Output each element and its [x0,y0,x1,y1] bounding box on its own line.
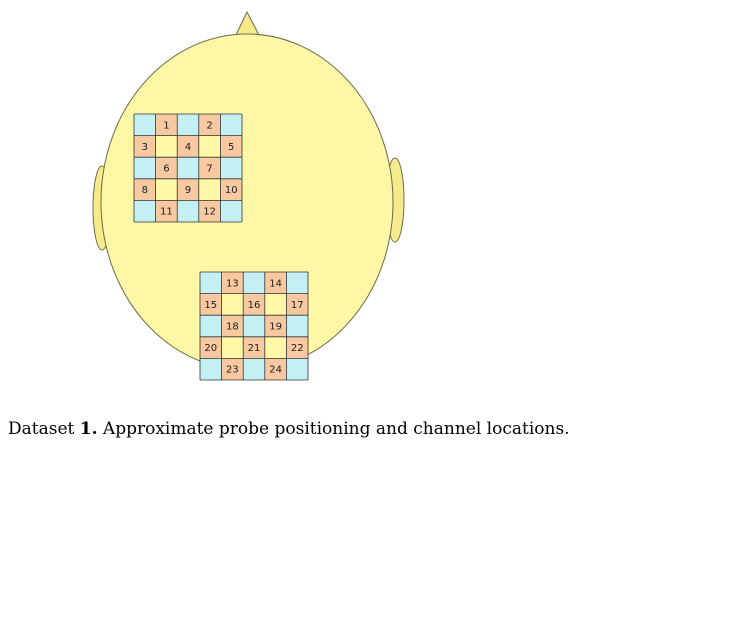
source-cell [200,358,222,380]
channel-label: 2 [206,120,212,131]
source-cell [177,114,199,136]
channel-label: 14 [269,278,282,289]
source-cell [177,157,199,179]
blank-cell [156,179,178,201]
channel-label: 12 [203,207,216,218]
channel-label: 17 [291,300,304,311]
blank-cell [156,136,178,158]
channel-label: 22 [291,343,304,354]
source-cell [243,315,265,337]
channel-label: 24 [269,365,282,376]
blank-cell [199,136,221,158]
channel-label: 20 [204,343,217,354]
channel-label: 9 [185,185,191,196]
source-cell [134,157,156,179]
blank-cell [265,294,287,316]
source-cell [134,114,156,136]
channel-label: 19 [269,322,282,333]
source-cell [286,315,308,337]
source-cell [286,272,308,294]
channel-label: 10 [225,185,238,196]
channel-label: 6 [163,164,169,175]
blank-cell [199,179,221,201]
caption-number: 1. [80,419,98,439]
figure-caption: Dataset 1. Approximate probe positioning… [8,419,570,439]
blank-cell [222,294,244,316]
channel-label: 23 [226,365,239,376]
nose [236,12,259,35]
channel-label: 11 [160,207,173,218]
source-cell [243,358,265,380]
channel-label: 13 [226,278,239,289]
channel-label: 21 [248,343,261,354]
channel-label: 16 [248,300,261,311]
channel-label: 5 [228,142,234,153]
blank-cell [265,337,287,359]
source-cell [177,200,199,222]
channel-label: 7 [206,164,212,175]
probe-2-grid: 13 14 15 16 17 18 19 20 21 22 23 24 [200,272,308,380]
blank-cell [222,337,244,359]
source-cell [220,114,242,136]
source-cell [220,200,242,222]
channel-label: 18 [226,322,239,333]
caption-prefix: Dataset [8,419,74,439]
channel-label: 15 [204,300,217,311]
source-cell [200,315,222,337]
channel-label: 4 [185,142,191,153]
channel-label: 1 [163,120,169,131]
channel-label: 8 [142,185,148,196]
source-cell [286,358,308,380]
source-cell [134,200,156,222]
caption-text: Approximate probe positioning and channe… [103,419,570,439]
source-cell [220,157,242,179]
source-cell [200,272,222,294]
channel-label: 3 [142,142,148,153]
source-cell [243,272,265,294]
